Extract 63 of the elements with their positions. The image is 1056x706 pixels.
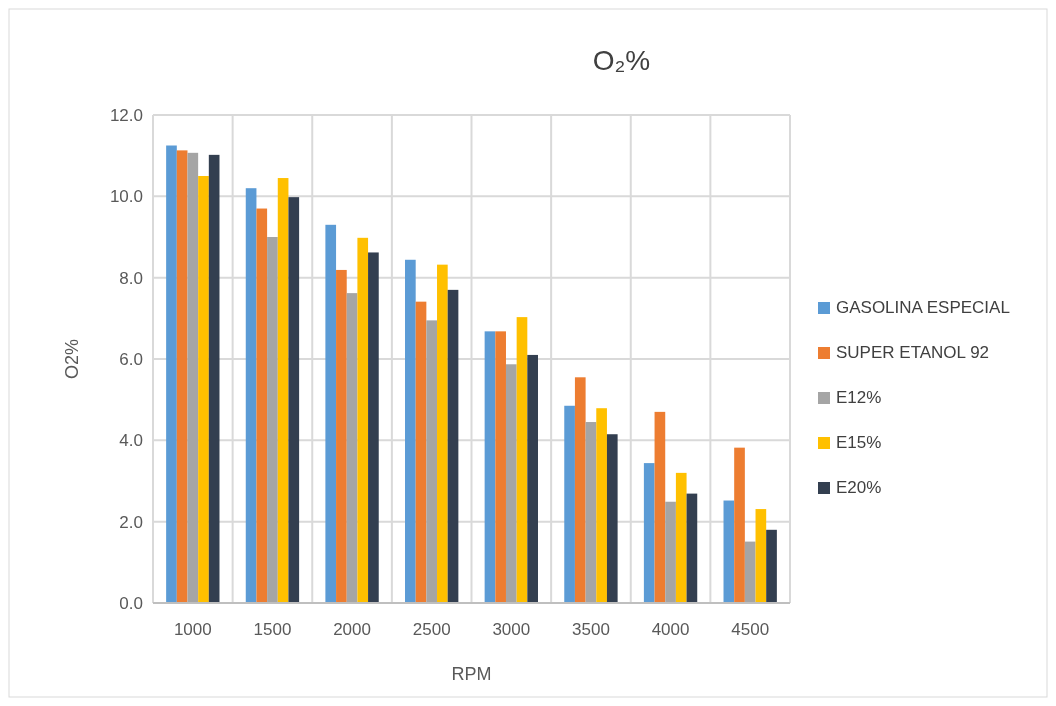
y-tick-label: 2.0 bbox=[119, 512, 143, 532]
bar bbox=[288, 197, 300, 603]
x-tick-label: 1000 bbox=[173, 620, 212, 639]
bar bbox=[734, 447, 745, 603]
bar bbox=[564, 405, 575, 603]
bar bbox=[267, 237, 278, 603]
bar bbox=[766, 529, 777, 603]
x-tick-label: 3500 bbox=[572, 620, 610, 639]
bar bbox=[665, 501, 676, 603]
y-axis-title: O2% bbox=[62, 338, 82, 380]
legend-label: E20% bbox=[836, 478, 882, 497]
x-tick-label: 1500 bbox=[253, 620, 292, 639]
bar bbox=[426, 320, 438, 603]
x-axis-title: RPM bbox=[451, 664, 492, 684]
bar bbox=[755, 509, 767, 603]
bar bbox=[675, 472, 687, 603]
bar bbox=[346, 293, 358, 603]
bar bbox=[405, 259, 416, 603]
bar bbox=[723, 500, 735, 603]
bar bbox=[447, 289, 459, 603]
y-tick-label: 12.0 bbox=[109, 105, 143, 125]
bar bbox=[654, 411, 666, 603]
bar bbox=[166, 145, 177, 603]
bar bbox=[256, 208, 268, 603]
bar bbox=[198, 176, 209, 603]
bar bbox=[336, 269, 347, 603]
bar bbox=[415, 301, 427, 603]
bar bbox=[606, 434, 618, 603]
bar bbox=[495, 331, 506, 603]
bar bbox=[744, 541, 756, 603]
bar bbox=[585, 422, 597, 603]
x-tick-label: 2000 bbox=[333, 620, 371, 639]
x-tick-label: 2500 bbox=[412, 620, 451, 639]
bar bbox=[686, 493, 698, 603]
chart-title: O₂% bbox=[592, 45, 651, 76]
x-tick-label: 4500 bbox=[731, 620, 770, 639]
bar bbox=[368, 252, 379, 603]
x-tick-label: 4000 bbox=[651, 620, 690, 639]
bar bbox=[596, 408, 607, 603]
x-tick-label: 3000 bbox=[492, 620, 531, 639]
bar bbox=[527, 354, 538, 603]
bar bbox=[277, 178, 289, 603]
bar bbox=[325, 224, 337, 603]
bar bbox=[643, 463, 655, 603]
bar bbox=[484, 331, 496, 603]
bar bbox=[245, 188, 257, 603]
bar bbox=[176, 150, 188, 603]
bar bbox=[516, 317, 528, 603]
y-tick-label: 4.0 bbox=[119, 431, 143, 451]
y-tick-label: 10.0 bbox=[109, 187, 143, 207]
y-tick-label: 8.0 bbox=[119, 268, 143, 288]
bar bbox=[208, 154, 220, 603]
y-tick-label: 0.0 bbox=[119, 593, 143, 613]
legend-label: GASOLINA ESPECIAL bbox=[836, 298, 1010, 317]
legend-label: E12% bbox=[836, 388, 882, 407]
legend-label: E15% bbox=[836, 433, 882, 452]
legend-label: SUPER ETANOL 92 bbox=[836, 343, 990, 362]
bar bbox=[437, 264, 448, 603]
bar bbox=[505, 364, 517, 603]
bar bbox=[357, 237, 369, 603]
bar bbox=[187, 152, 199, 603]
bar bbox=[574, 377, 586, 603]
y-tick-label: 6.0 bbox=[119, 349, 143, 369]
